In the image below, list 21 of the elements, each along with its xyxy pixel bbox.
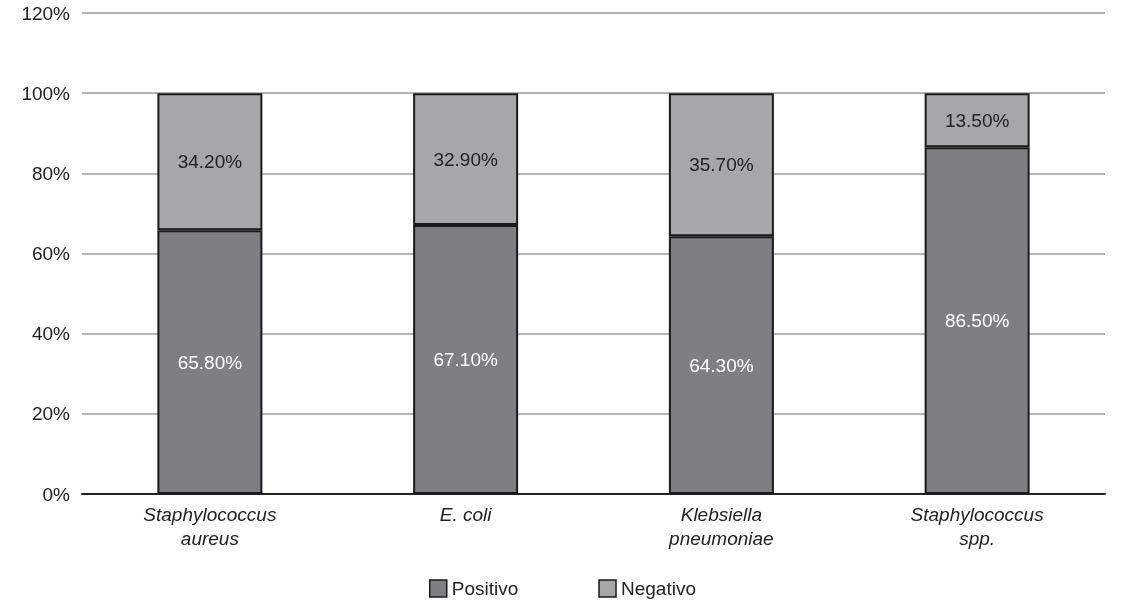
data-label: 86.50% <box>944 310 1010 332</box>
y-tick-label: 120% <box>21 2 71 24</box>
legend-label: Positivo <box>451 578 519 599</box>
data-label: 13.50% <box>944 109 1010 131</box>
data-label: 67.10% <box>433 349 498 371</box>
data-label: 34.20% <box>177 151 243 173</box>
y-tick-label: 100% <box>21 82 71 104</box>
x-tick-label: Klebsiella pneumoniae <box>668 503 774 549</box>
data-label: 64.30% <box>689 354 754 376</box>
y-tick-label: 0% <box>42 483 71 505</box>
y-tick-label: 40% <box>31 323 71 345</box>
data-label: 32.90% <box>433 148 498 170</box>
y-tick-label: 20% <box>31 403 71 425</box>
x-tick-label: E. coli <box>439 503 493 525</box>
data-label: 35.70% <box>689 154 754 176</box>
x-tick-label: Staphylococcus spp. <box>910 503 1045 549</box>
legend-label: Negativo <box>621 578 697 599</box>
x-tick-label: Staphylococcus aureus <box>143 503 277 549</box>
y-tick-label: 60% <box>31 243 71 264</box>
data-label: 65.80% <box>177 351 243 373</box>
y-tick-label: 80% <box>31 162 71 184</box>
